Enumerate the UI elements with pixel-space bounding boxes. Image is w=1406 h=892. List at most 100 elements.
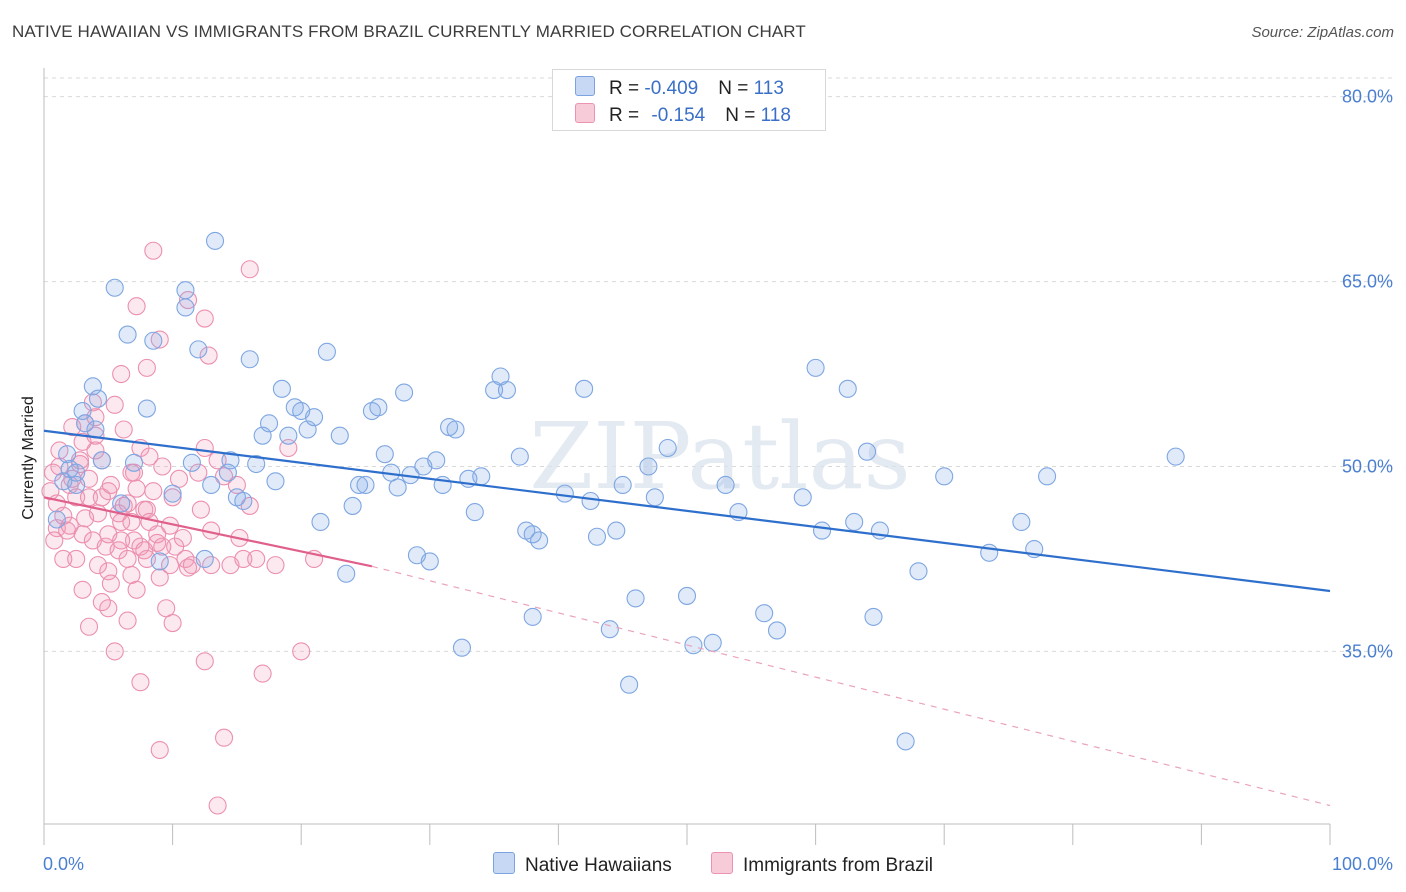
data-point-brazil (105, 642, 124, 661)
data-point-brazil (150, 330, 169, 349)
data-point-native-hawaiian (202, 475, 221, 495)
data-point-brazil (253, 664, 272, 683)
data-point-brazil (105, 395, 124, 414)
data-point-native-hawaiian (124, 453, 144, 472)
data-point-native-hawaiian (369, 398, 388, 417)
watermark: ZIPatlas (529, 403, 910, 510)
legend-row-immigrants-from-brazil: R = -0.154 N = 118 (575, 103, 791, 127)
bottom-legend-swatch-blue (493, 852, 515, 874)
data-point-native-hawaiian (105, 278, 124, 297)
data-point-brazil (45, 531, 64, 550)
data-point-brazil (54, 549, 73, 569)
bottom-legend-label: Immigrants from Brazil (743, 855, 934, 876)
data-point-native-hawaiian (1166, 447, 1185, 466)
data-point-native-hawaiian (337, 564, 356, 583)
trend-line-native-hawaiians (43, 429, 1331, 593)
legend-r-label: R = (609, 78, 645, 99)
data-point-brazil (137, 358, 156, 377)
data-point-native-hawaiian (272, 379, 291, 398)
bottom-legend-swatch-pink (711, 852, 733, 874)
data-point-brazil (178, 558, 198, 577)
data-point-brazil (88, 556, 108, 575)
series-native-hawaiians (47, 231, 1185, 751)
data-point-native-hawaiian (205, 231, 225, 250)
trend-line-brazil-extension (371, 565, 1331, 807)
data-point-native-hawaiian (600, 620, 619, 639)
data-point-native-hawaiian (375, 445, 394, 464)
y-axis-label: Currently Married (20, 396, 37, 520)
data-point-native-hawaiian (266, 472, 285, 491)
axes (43, 68, 1331, 845)
legend-n-value: 118 (760, 105, 791, 126)
data-point-brazil (114, 420, 133, 439)
x-tick-label: 100.0% (1332, 854, 1393, 874)
y-tick-label: 80.0% (1342, 87, 1393, 107)
data-point-native-hawaiian (607, 521, 626, 540)
data-point-native-hawaiian (137, 399, 156, 418)
x-tick-labels: 0.0% 100.0% (43, 854, 1393, 874)
data-point-native-hawaiian (317, 342, 336, 361)
data-point-brazil (67, 488, 86, 507)
data-point-native-hawaiian (118, 325, 137, 344)
data-point-brazil (86, 441, 105, 460)
source-label: Source: ZipAtlas.com (1251, 24, 1394, 41)
data-point-native-hawaiian (427, 451, 446, 470)
data-point-brazil (122, 565, 141, 585)
data-point-native-hawaiian (350, 475, 369, 495)
data-point-native-hawaiian (112, 494, 131, 513)
data-point-native-hawaiian (857, 442, 877, 461)
data-point-brazil (101, 475, 120, 495)
data-point-brazil (67, 549, 86, 569)
data-point-native-hawaiian (523, 607, 542, 626)
data-point-native-hawaiian (67, 463, 86, 482)
data-point-brazil (144, 482, 163, 501)
data-point-native-hawaiian (420, 552, 439, 571)
data-point-native-hawaiian (452, 638, 472, 657)
y-tick-labels: 35.0% 50.0% 65.0% 80.0% (1342, 87, 1393, 662)
data-point-brazil (153, 537, 172, 556)
data-point-brazil (118, 611, 137, 630)
legend-n-label: N = (725, 105, 761, 126)
data-point-native-hawaiian (47, 510, 66, 529)
data-point-native-hawaiian (305, 408, 324, 427)
data-point-brazil (173, 528, 192, 548)
bottom-legend-native-hawaiians: Native Hawaiians (493, 852, 672, 877)
data-point-brazil (92, 593, 111, 612)
data-point-native-hawaiian (240, 350, 259, 369)
data-point-brazil (79, 617, 99, 636)
legend-r-value: -0.154 (651, 105, 706, 126)
legend-r-label: R = (609, 105, 645, 126)
data-point-brazil (73, 525, 92, 544)
data-point-native-hawaiian (150, 552, 169, 571)
data-point-brazil (112, 364, 131, 384)
data-point-native-hawaiian (343, 496, 362, 515)
data-point-brazil (153, 457, 172, 476)
data-point-native-hawaiian (465, 503, 484, 522)
data-point-native-hawaiian (767, 621, 787, 640)
data-point-native-hawaiian (176, 298, 195, 317)
data-point-native-hawaiian (658, 438, 677, 458)
data-point-brazil (73, 580, 92, 599)
data-point-native-hawaiian (76, 414, 95, 433)
data-point-native-hawaiian (446, 420, 465, 439)
data-point-native-hawaiian (311, 512, 330, 532)
data-point-brazil (160, 556, 180, 575)
series-immigrants-from-brazil (41, 241, 324, 815)
data-point-brazil (140, 447, 159, 466)
data-point-brazil (247, 549, 266, 569)
data-point-brazil (214, 728, 234, 747)
data-point-native-hawaiian (703, 633, 722, 652)
data-point-native-hawaiian (838, 379, 857, 398)
data-point-brazil (101, 574, 120, 593)
data-point-brazil (144, 241, 163, 260)
data-point-native-hawaiian (88, 389, 108, 408)
bottom-legend-label: Native Hawaiians (525, 855, 672, 876)
data-point-brazil (189, 463, 208, 482)
y-tick-label: 65.0% (1342, 272, 1393, 292)
data-point-native-hawaiian (935, 467, 954, 486)
data-point-native-hawaiian (259, 414, 279, 433)
y-tick-label: 35.0% (1342, 641, 1393, 661)
x-tick-label: 0.0% (43, 854, 84, 874)
data-point-native-hawaiian (613, 475, 632, 495)
